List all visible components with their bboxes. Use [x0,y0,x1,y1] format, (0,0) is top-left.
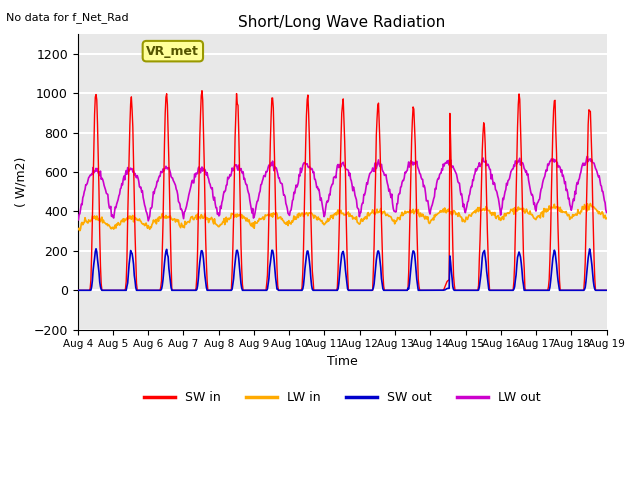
Title: Short/Long Wave Radiation: Short/Long Wave Radiation [239,15,445,30]
Legend: SW in, LW in, SW out, LW out: SW in, LW in, SW out, LW out [139,386,545,409]
Text: VR_met: VR_met [147,45,199,58]
X-axis label: Time: Time [327,355,358,368]
Text: No data for f_Net_Rad: No data for f_Net_Rad [6,12,129,23]
Y-axis label: ( W/m2): ( W/m2) [15,156,28,207]
